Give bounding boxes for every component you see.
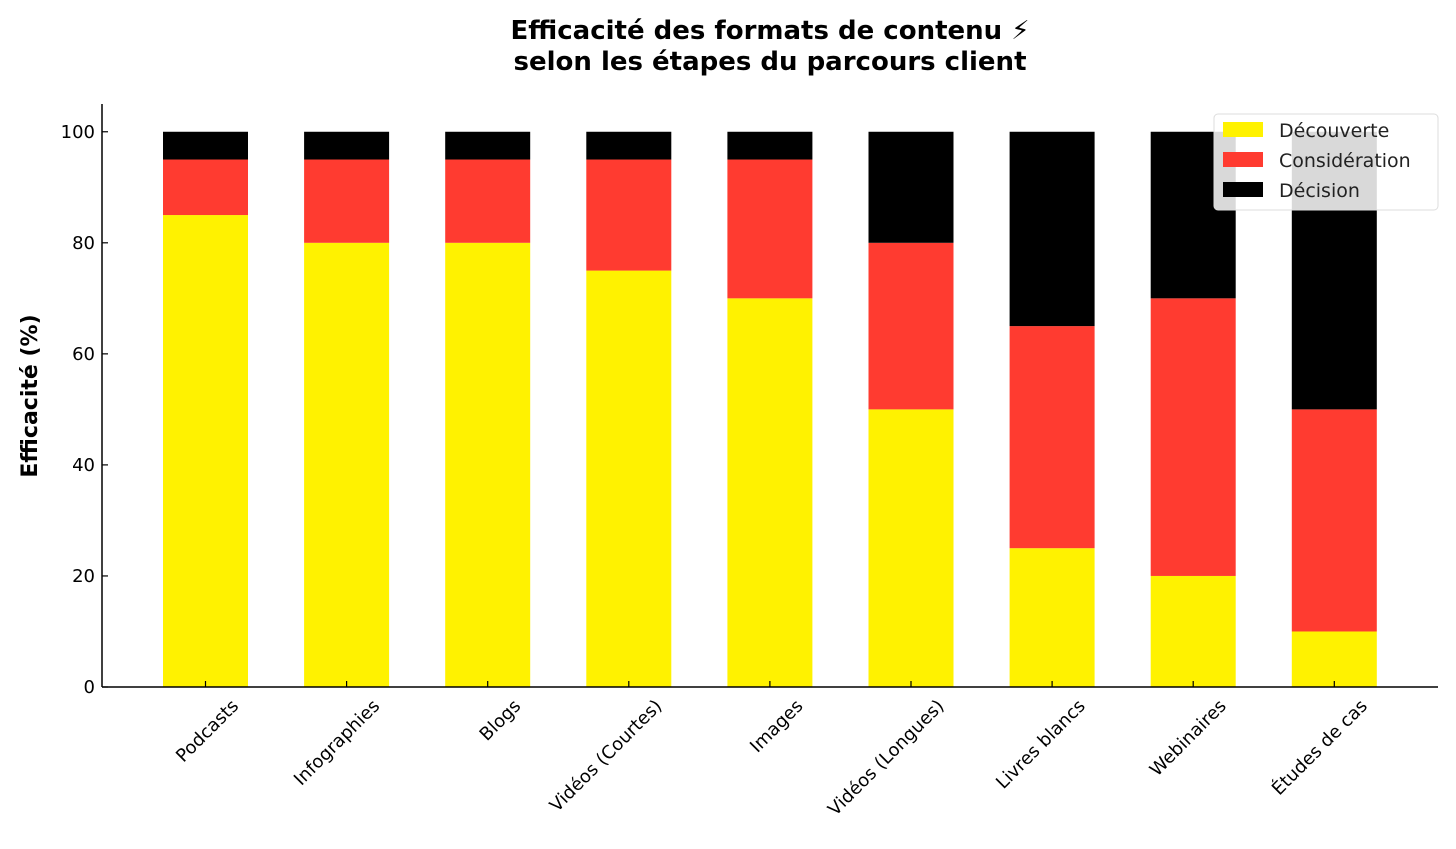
bar-segment-consid-ration-4 bbox=[586, 159, 672, 271]
x-tick-label: Podcasts bbox=[172, 696, 243, 767]
bar-segment-d-couverte-5 bbox=[727, 298, 813, 687]
bar-segment-d-couverte-3 bbox=[445, 242, 531, 688]
bar-segment-d-couverte-1 bbox=[163, 215, 248, 688]
y-tick-label: 40 bbox=[72, 455, 95, 476]
x-tick-label: Images bbox=[746, 696, 807, 757]
x-tick-label: Vidéos (Longues) bbox=[824, 696, 948, 820]
legend-box bbox=[1213, 113, 1439, 211]
bar-segment-d-cision-5 bbox=[727, 131, 813, 160]
chart-title-line-2: selon les étapes du parcours client bbox=[514, 47, 1027, 77]
x-tick-label: Webinaires bbox=[1146, 696, 1231, 781]
y-tick-label: 100 bbox=[61, 122, 95, 143]
y-axis-label: Efficacité (%) bbox=[18, 314, 43, 477]
legend-label: Découverte bbox=[1279, 120, 1389, 142]
bar-segment-d-cision-6 bbox=[868, 131, 954, 243]
x-tick-label: Vidéos (Courtes) bbox=[546, 696, 667, 817]
bar-segment-d-couverte-6 bbox=[868, 409, 954, 687]
y-tick-label: 60 bbox=[72, 344, 95, 365]
legend-swatch bbox=[1223, 182, 1263, 197]
y-tick-label: 20 bbox=[72, 566, 95, 587]
legend: Découverte Considération Décision bbox=[1213, 113, 1439, 211]
bar-segment-d-cision-1 bbox=[163, 131, 248, 160]
x-tick-label: Blogs bbox=[476, 696, 526, 746]
bar-segment-consid-ration-7 bbox=[1009, 326, 1095, 549]
bar-segment-consid-ration-6 bbox=[868, 242, 954, 410]
bar-segment-d-cision-4 bbox=[586, 131, 672, 160]
bar-segment-consid-ration-5 bbox=[727, 159, 813, 299]
legend-swatch bbox=[1223, 122, 1263, 137]
bar-segment-consid-ration-1 bbox=[163, 159, 248, 216]
bar-segment-d-cision-2 bbox=[304, 131, 390, 160]
x-tick-label: Livres blancs bbox=[992, 696, 1090, 794]
bar-segment-d-couverte-4 bbox=[586, 270, 672, 687]
bar-segment-consid-ration-9 bbox=[1291, 409, 1377, 632]
legend-swatch bbox=[1223, 152, 1263, 167]
bar-segment-d-couverte-9 bbox=[1291, 631, 1377, 687]
bar-segment-d-couverte-8 bbox=[1150, 575, 1236, 687]
bar-segment-consid-ration-3 bbox=[445, 159, 531, 243]
bar-segment-d-couverte-2 bbox=[304, 242, 390, 688]
bar-segment-d-cision-7 bbox=[1009, 131, 1095, 327]
chart-title-line-1: Efficacité des formats de contenu ⚡ bbox=[511, 16, 1030, 46]
x-tick-label: Infographies bbox=[290, 696, 384, 790]
bar-segment-consid-ration-8 bbox=[1150, 298, 1236, 576]
bar-segment-d-couverte-7 bbox=[1009, 548, 1095, 687]
bars-layer bbox=[163, 131, 1377, 688]
legend-label: Considération bbox=[1279, 150, 1411, 172]
y-tick-label: 80 bbox=[72, 233, 95, 254]
bar-segment-d-cision-3 bbox=[445, 131, 531, 160]
bar-segment-consid-ration-2 bbox=[304, 159, 390, 243]
y-tick-label: 0 bbox=[84, 677, 95, 698]
legend-label: Décision bbox=[1279, 180, 1360, 202]
x-tick-label: Études de cas bbox=[1267, 695, 1372, 800]
